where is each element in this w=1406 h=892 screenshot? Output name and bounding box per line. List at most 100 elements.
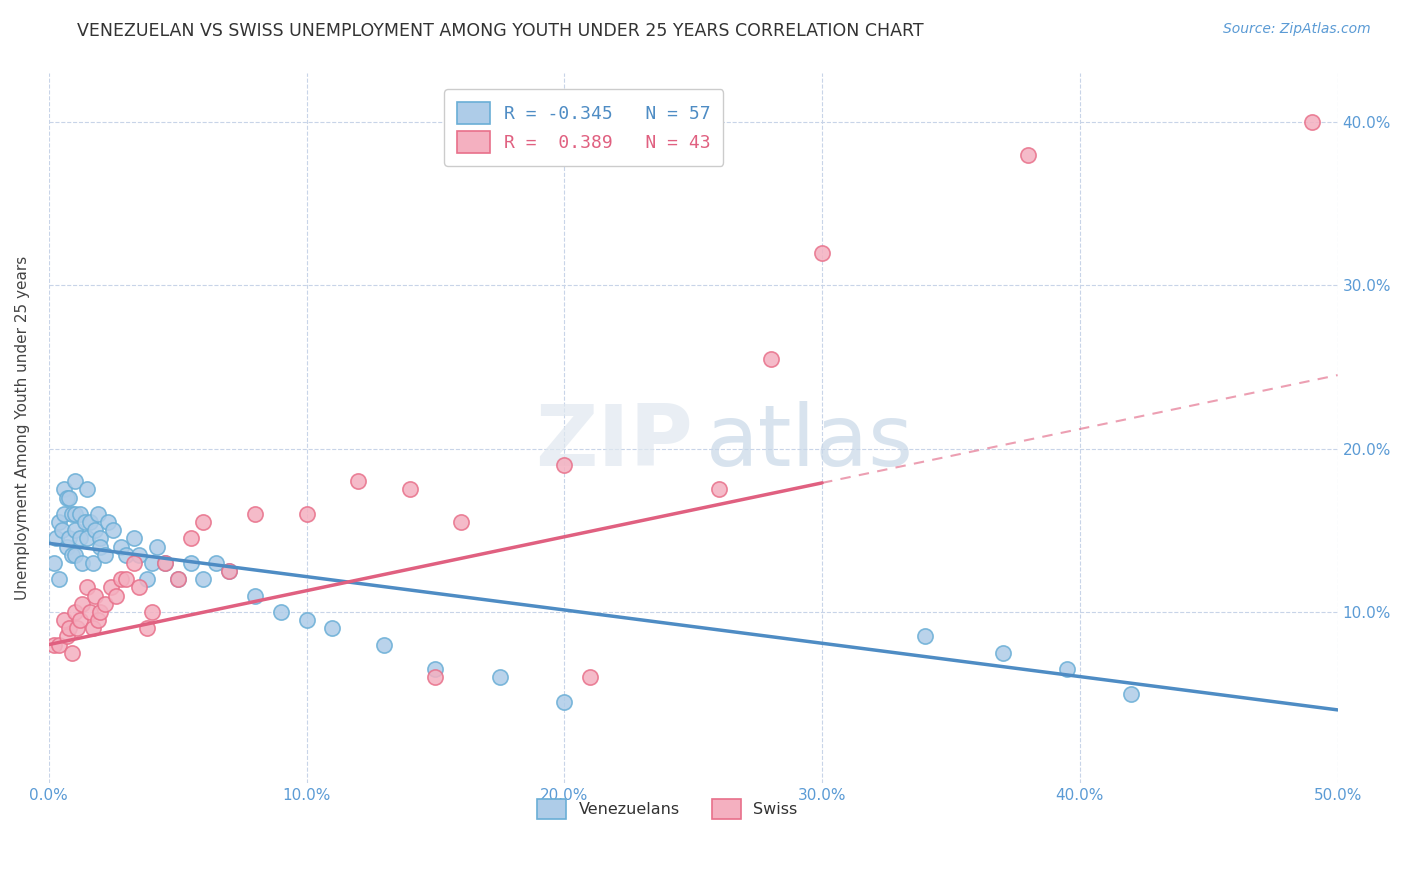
Point xyxy=(56,629,79,643)
Point xyxy=(110,540,132,554)
Point xyxy=(243,589,266,603)
Point xyxy=(66,621,89,635)
Point xyxy=(1121,687,1143,701)
Point xyxy=(489,670,512,684)
Point xyxy=(104,589,127,603)
Point xyxy=(553,695,575,709)
Point xyxy=(84,589,107,603)
Point xyxy=(1017,147,1039,161)
Point xyxy=(82,556,104,570)
Legend: Venezuelans, Swiss: Venezuelans, Swiss xyxy=(531,793,804,825)
Point xyxy=(84,523,107,537)
Point xyxy=(425,670,447,684)
Point xyxy=(60,646,83,660)
Point xyxy=(180,556,202,570)
Point xyxy=(128,581,150,595)
Point xyxy=(205,556,228,570)
Point xyxy=(69,532,91,546)
Point xyxy=(553,458,575,472)
Point xyxy=(58,532,80,546)
Point xyxy=(69,613,91,627)
Point xyxy=(103,523,125,537)
Text: VENEZUELAN VS SWISS UNEMPLOYMENT AMONG YOUTH UNDER 25 YEARS CORRELATION CHART: VENEZUELAN VS SWISS UNEMPLOYMENT AMONG Y… xyxy=(77,22,924,40)
Point xyxy=(53,483,76,497)
Point xyxy=(72,556,94,570)
Point xyxy=(707,483,730,497)
Y-axis label: Unemployment Among Youth under 25 years: Unemployment Among Youth under 25 years xyxy=(15,256,30,600)
Point xyxy=(135,572,157,586)
Point xyxy=(321,621,343,635)
Point xyxy=(76,532,98,546)
Point xyxy=(48,638,70,652)
Point xyxy=(991,646,1014,660)
Point xyxy=(1056,662,1078,676)
Point xyxy=(87,613,110,627)
Point xyxy=(218,564,240,578)
Point xyxy=(76,483,98,497)
Point xyxy=(373,638,395,652)
Point xyxy=(759,351,782,366)
Point xyxy=(63,523,86,537)
Point xyxy=(218,564,240,578)
Point xyxy=(48,515,70,529)
Point xyxy=(193,515,215,529)
Text: ZIP: ZIP xyxy=(536,401,693,483)
Point xyxy=(63,507,86,521)
Point xyxy=(94,597,117,611)
Point xyxy=(73,515,96,529)
Point xyxy=(425,662,447,676)
Point xyxy=(110,572,132,586)
Text: atlas: atlas xyxy=(706,401,914,483)
Point xyxy=(48,572,70,586)
Point xyxy=(42,556,65,570)
Point xyxy=(166,572,188,586)
Point xyxy=(347,475,370,489)
Point xyxy=(60,548,83,562)
Point xyxy=(87,507,110,521)
Point xyxy=(398,483,420,497)
Point xyxy=(811,245,834,260)
Point xyxy=(141,556,163,570)
Point xyxy=(51,523,73,537)
Point xyxy=(97,515,120,529)
Point xyxy=(94,548,117,562)
Point xyxy=(89,540,111,554)
Point xyxy=(115,572,138,586)
Point xyxy=(100,581,122,595)
Point xyxy=(193,572,215,586)
Point xyxy=(56,491,79,505)
Point xyxy=(72,597,94,611)
Point xyxy=(180,532,202,546)
Point xyxy=(579,670,602,684)
Text: Source: ZipAtlas.com: Source: ZipAtlas.com xyxy=(1223,22,1371,37)
Point xyxy=(243,507,266,521)
Point xyxy=(153,556,176,570)
Point xyxy=(53,507,76,521)
Point xyxy=(1301,115,1323,129)
Point xyxy=(295,507,318,521)
Point xyxy=(166,572,188,586)
Point xyxy=(76,581,98,595)
Point xyxy=(63,605,86,619)
Point xyxy=(115,548,138,562)
Point xyxy=(914,629,936,643)
Point xyxy=(58,621,80,635)
Point xyxy=(45,532,67,546)
Point xyxy=(135,621,157,635)
Point xyxy=(89,605,111,619)
Point xyxy=(153,556,176,570)
Point xyxy=(82,621,104,635)
Point xyxy=(79,605,101,619)
Point xyxy=(42,638,65,652)
Point xyxy=(63,475,86,489)
Point xyxy=(122,556,145,570)
Point xyxy=(89,532,111,546)
Point xyxy=(58,491,80,505)
Point xyxy=(128,548,150,562)
Point xyxy=(122,532,145,546)
Point xyxy=(56,540,79,554)
Point xyxy=(146,540,169,554)
Point xyxy=(295,613,318,627)
Point xyxy=(79,515,101,529)
Point xyxy=(141,605,163,619)
